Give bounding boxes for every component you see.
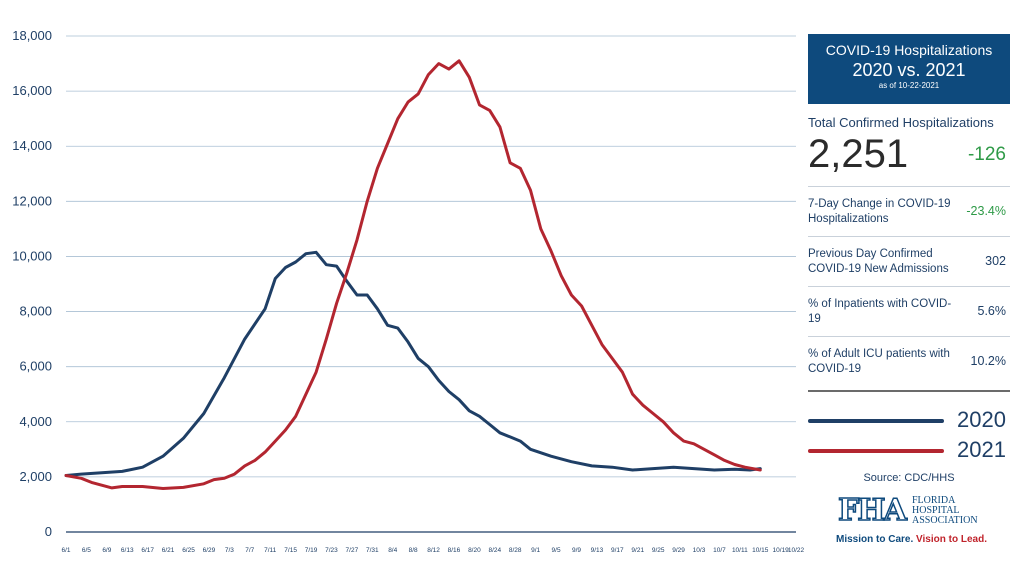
x-tick-label: 9/5: [552, 547, 561, 554]
panel-subtitle: 2020 vs. 2021: [852, 60, 966, 80]
stat-label: % of Inpatients with COVID-19: [808, 298, 952, 325]
stat-value: 10.2%: [970, 354, 1006, 368]
stat-row-icu: % of Adult ICU patients with COVID-19 10…: [808, 336, 1010, 386]
y-tick-label: 16,000: [12, 83, 52, 98]
x-tick-label: 7/7: [245, 547, 254, 554]
y-tick-label: 0: [45, 524, 52, 539]
x-tick-label: 10/19: [773, 547, 790, 554]
x-tick-label: 6/1: [61, 547, 70, 554]
x-tick-label: 6/5: [82, 547, 91, 554]
legend-swatch: [808, 449, 944, 453]
total-row: 2,251 -126: [808, 132, 1010, 176]
tagline-vision: Vision to Lead.: [916, 534, 987, 545]
x-tick-label: 10/7: [713, 547, 726, 554]
stat-value: 302: [985, 254, 1006, 268]
legend-swatch: [808, 419, 944, 423]
source-note: Source: CDC/HHS: [863, 472, 955, 484]
x-tick-label: 8/20: [468, 547, 481, 554]
x-tick-label: 6/21: [162, 547, 175, 554]
stat-label: % of Adult ICU patients with COVID-19: [808, 348, 950, 375]
x-tick-label: 6/17: [141, 547, 154, 554]
x-tick-label: 6/13: [121, 547, 134, 554]
divider: [808, 390, 1010, 392]
series-line-2020: [64, 250, 762, 477]
x-tick-label: 7/31: [366, 547, 379, 554]
y-tick-label: 14,000: [12, 138, 52, 153]
y-tick-label: 4,000: [19, 414, 52, 429]
x-tick-label: 9/17: [611, 547, 624, 554]
legend-item-2021: 2021: [808, 436, 1010, 466]
y-tick-label: 10,000: [12, 248, 52, 263]
legend-label: 2020: [957, 407, 1006, 432]
stat-row-inpatients: % of Inpatients with COVID-19 5.6%: [808, 286, 1010, 336]
logo-word: ASSOCIATION: [912, 515, 978, 526]
panel-title-box: COVID-19 Hospitalizations 2020 vs. 2021 …: [808, 34, 1010, 104]
series-line-2021: [64, 59, 762, 490]
series-lines: [64, 59, 762, 490]
y-tick-label: 18,000: [12, 28, 52, 43]
stat-value: 5.6%: [977, 304, 1007, 318]
x-tick-label: 7/15: [284, 547, 297, 554]
x-tick-label: 10/22: [788, 547, 805, 554]
x-tick-label: 8/12: [427, 547, 440, 554]
x-tick-label: 7/3: [225, 547, 234, 554]
y-tick-label: 6,000: [19, 359, 52, 374]
x-tick-label: 8/4: [388, 547, 397, 554]
x-tick-label: 9/21: [631, 547, 644, 554]
logo-word: HOSPITAL: [912, 505, 960, 516]
x-tick-label: 9/29: [672, 547, 685, 554]
x-tick-label: 6/29: [203, 547, 216, 554]
stat-label: Previous Day Confirmed COVID-19 New Admi…: [808, 248, 949, 275]
x-tick-label: 7/19: [305, 547, 318, 554]
as-of-date: as of 10-22-2021: [878, 81, 940, 90]
x-tick-label: 9/13: [591, 547, 604, 554]
total-label: Total Confirmed Hospitalizations: [808, 115, 994, 130]
x-tick-label: 8/8: [409, 547, 418, 554]
info-panel: COVID-19 Hospitalizations 2020 vs. 2021 …: [808, 34, 1010, 552]
stat-value: -23.4%: [966, 204, 1006, 218]
fha-logo: FHA FLORIDA HOSPITAL ASSOCIATION Mission…: [808, 492, 1010, 552]
legend-item-2020: 2020: [808, 406, 1010, 436]
y-tick-labels: 0 2,000 4,000 6,000 8,000 10,000 12,000 14,000 1…: [12, 28, 52, 539]
x-tick-label: 9/9: [572, 547, 581, 554]
y-tick-label: 12,000: [12, 193, 52, 208]
logo-word: FLORIDA: [912, 495, 956, 506]
x-tick-label: 9/1: [531, 547, 540, 554]
x-tick-label: 7/11: [264, 547, 277, 554]
x-tick-label: 6/25: [182, 547, 195, 554]
stat-row-new-admissions: Previous Day Confirmed COVID-19 New Admi…: [808, 236, 1010, 286]
x-tick-label: 10/11: [732, 547, 748, 554]
y-tick-label: 2,000: [19, 469, 52, 484]
x-tick-labels: 6/1 6/5 6/9 6/13 6/17 6/21 6/25 6/29 7/3 7/7 7/11 7…: [61, 547, 804, 554]
x-tick-label: 8/24: [488, 547, 501, 554]
total-change: -126: [967, 144, 1006, 165]
stat-row-7day-change: 7-Day Change in COVID-19 Hospitalization…: [808, 186, 1010, 236]
x-tick-label: 6/9: [102, 547, 111, 554]
x-tick-label: 7/27: [346, 547, 359, 554]
x-tick-label: 8/28: [509, 547, 522, 554]
x-tick-label: 8/16: [448, 547, 461, 554]
hospitalizations-line-chart: 0 2,000 4,000 6,000 8,000 10,000 12,000 14,000 1…: [12, 28, 804, 554]
tagline-mission: Mission to Care.: [836, 534, 914, 545]
panel-title: COVID-19 Hospitalizations: [825, 42, 993, 58]
y-tick-label: 8,000: [19, 304, 52, 319]
x-tick-label: 9/25: [652, 547, 665, 554]
legend-label: 2021: [957, 437, 1006, 462]
logo-mark: FHA: [837, 493, 907, 528]
x-tick-label: 10/3: [693, 547, 706, 554]
x-tick-label: 7/23: [325, 547, 338, 554]
stat-label: 7-Day Change in COVID-19 Hospitalization…: [808, 198, 951, 225]
x-tick-label: 10/15: [752, 547, 769, 554]
total-value: 2,251: [808, 132, 909, 176]
tagline: Mission to Care. Vision to Lead.: [836, 534, 987, 545]
logo-words: FLORIDA HOSPITAL ASSOCIATION: [912, 496, 992, 526]
y-gridlines: [66, 35, 796, 533]
